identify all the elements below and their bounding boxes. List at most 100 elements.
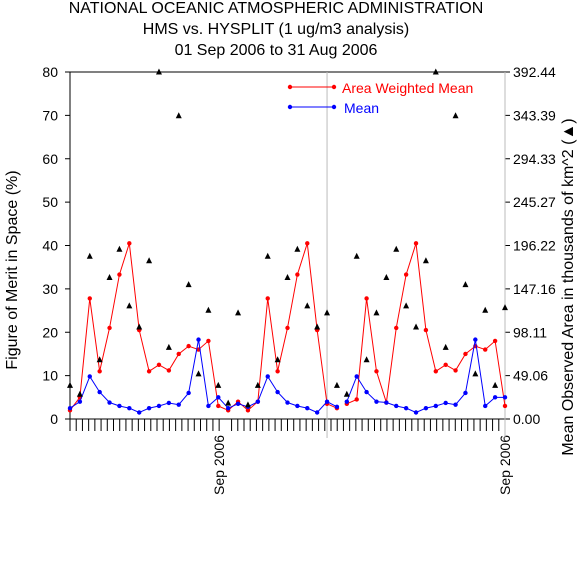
area-triangle-point	[96, 356, 103, 363]
data-point-mean	[314, 410, 320, 415]
data-point-area-weighted-mean	[87, 296, 92, 301]
area-triangle-point	[383, 274, 390, 281]
data-point-area-weighted-mean	[354, 397, 359, 402]
data-point-area-weighted-mean	[117, 272, 122, 277]
legend-label-mean: Mean	[344, 100, 379, 116]
data-point-mean	[186, 390, 191, 396]
y2-axis-label: Mean Observed Area in thousands of km^2 …	[560, 118, 577, 455]
area-triangle-point	[165, 343, 172, 350]
area-triangle-point	[373, 309, 380, 316]
data-point-mean	[77, 399, 83, 404]
data-point-area-weighted-mean	[394, 325, 399, 331]
data-point-area-weighted-mean	[107, 325, 112, 331]
area-triangle-point	[185, 281, 192, 288]
data-point-area-weighted-mean	[206, 338, 211, 344]
area-triangle-point	[422, 257, 429, 264]
y2-tick-label: 0.00	[513, 411, 540, 427]
area-triangle-point	[324, 309, 331, 316]
area-triangle-point	[333, 381, 340, 388]
area-triangle-point	[442, 343, 449, 350]
area-triangle-point	[225, 399, 232, 406]
area-triangle-point	[403, 302, 410, 309]
y2-tick-label: 245.27	[513, 194, 556, 210]
plot-area: 0 0.00 10 49.06 20 98.11 30 147.16 40 196.22 50 245…	[42, 64, 556, 495]
data-point-area-weighted-mean	[403, 272, 409, 277]
area-triangle-point	[146, 257, 153, 264]
chart-title-line-3: 01 Sep 2006 to 31 Aug 2006	[175, 42, 378, 59]
data-point-mean	[87, 374, 92, 379]
y2-tick-label: 49.06	[513, 368, 548, 384]
data-point-mean	[117, 403, 122, 409]
area-triangle-point	[175, 112, 182, 119]
data-point-area-weighted-mean	[216, 403, 221, 409]
data-point-area-weighted-mean	[146, 369, 152, 374]
data-point-mean	[206, 403, 211, 409]
data-point-mean	[354, 374, 359, 379]
legend-marker-awm	[331, 84, 337, 90]
data-point-area-weighted-mean	[492, 338, 498, 344]
data-point-mean	[394, 403, 399, 409]
data-point-mean	[433, 403, 438, 409]
series-line-mean	[69, 339, 338, 414]
legend-label-awm: Area Weighted Mean	[342, 80, 473, 96]
data-point-mean	[305, 405, 310, 411]
area-triangle-point	[116, 245, 123, 252]
x-tick-label: Sep 2006	[211, 435, 227, 495]
data-point-mean	[403, 405, 409, 411]
data-point-mean	[265, 374, 270, 379]
data-point-mean	[483, 403, 488, 409]
data-point-mean	[275, 389, 280, 395]
data-point-mean	[295, 403, 300, 409]
area-triangle-point	[492, 381, 499, 388]
area-triangle-point	[502, 304, 508, 311]
area-triangle-point	[284, 274, 291, 281]
data-point-area-weighted-mean	[176, 351, 181, 357]
series-line-mean	[346, 339, 505, 414]
data-point-mean	[374, 399, 379, 404]
legend: Area Weighted Mean Mean	[287, 80, 473, 116]
y-tick-label: 20	[42, 324, 58, 340]
data-point-mean	[216, 395, 221, 400]
y-tick-label: 10	[42, 368, 58, 384]
area-triangle-point	[244, 401, 251, 408]
area-triangle-point	[264, 252, 271, 259]
data-point-area-weighted-mean	[453, 368, 458, 373]
y2-tick-label: 294.33	[513, 151, 556, 167]
area-triangle-point	[432, 68, 439, 75]
area-triangle-point	[452, 112, 459, 119]
legend-marker-awm	[287, 84, 293, 90]
y-tick-label: 80	[42, 64, 58, 80]
data-point-mean	[364, 389, 369, 395]
data-point-area-weighted-mean	[265, 296, 270, 301]
data-point-area-weighted-mean	[374, 369, 379, 374]
area-triangle-point	[67, 381, 73, 388]
data-point-mean	[235, 401, 241, 407]
y-tick-label: 50	[42, 194, 58, 210]
y2-tick-label: 392.44	[513, 64, 556, 80]
data-point-mean	[107, 400, 112, 405]
data-point-mean	[225, 405, 231, 411]
area-triangle-point	[86, 252, 93, 259]
y-axis-label: Figure of Merit in Space (%)	[4, 170, 21, 369]
y2-tick-label: 98.11	[513, 324, 547, 340]
x-tick-label: Sep 2006	[497, 435, 513, 495]
area-triangle-point	[413, 323, 420, 330]
data-point-area-weighted-mean	[463, 351, 468, 357]
data-point-mean	[67, 405, 73, 411]
data-point-mean	[127, 405, 132, 411]
area-triangle-point	[106, 274, 113, 281]
data-point-area-weighted-mean	[443, 362, 448, 367]
data-point-mean	[324, 399, 330, 404]
data-point-mean	[255, 399, 261, 404]
data-point-area-weighted-mean	[483, 347, 488, 352]
y2-tick-label: 343.39	[513, 107, 556, 123]
area-triangle-point	[274, 356, 281, 363]
area-triangle-point	[76, 390, 83, 397]
data-point-mean	[473, 337, 478, 342]
data-point-mean	[453, 402, 458, 407]
data-point-mean	[423, 405, 429, 411]
legend-marker-mean	[331, 104, 337, 110]
y-tick-label: 40	[42, 238, 58, 254]
data-point-mean	[413, 410, 419, 415]
